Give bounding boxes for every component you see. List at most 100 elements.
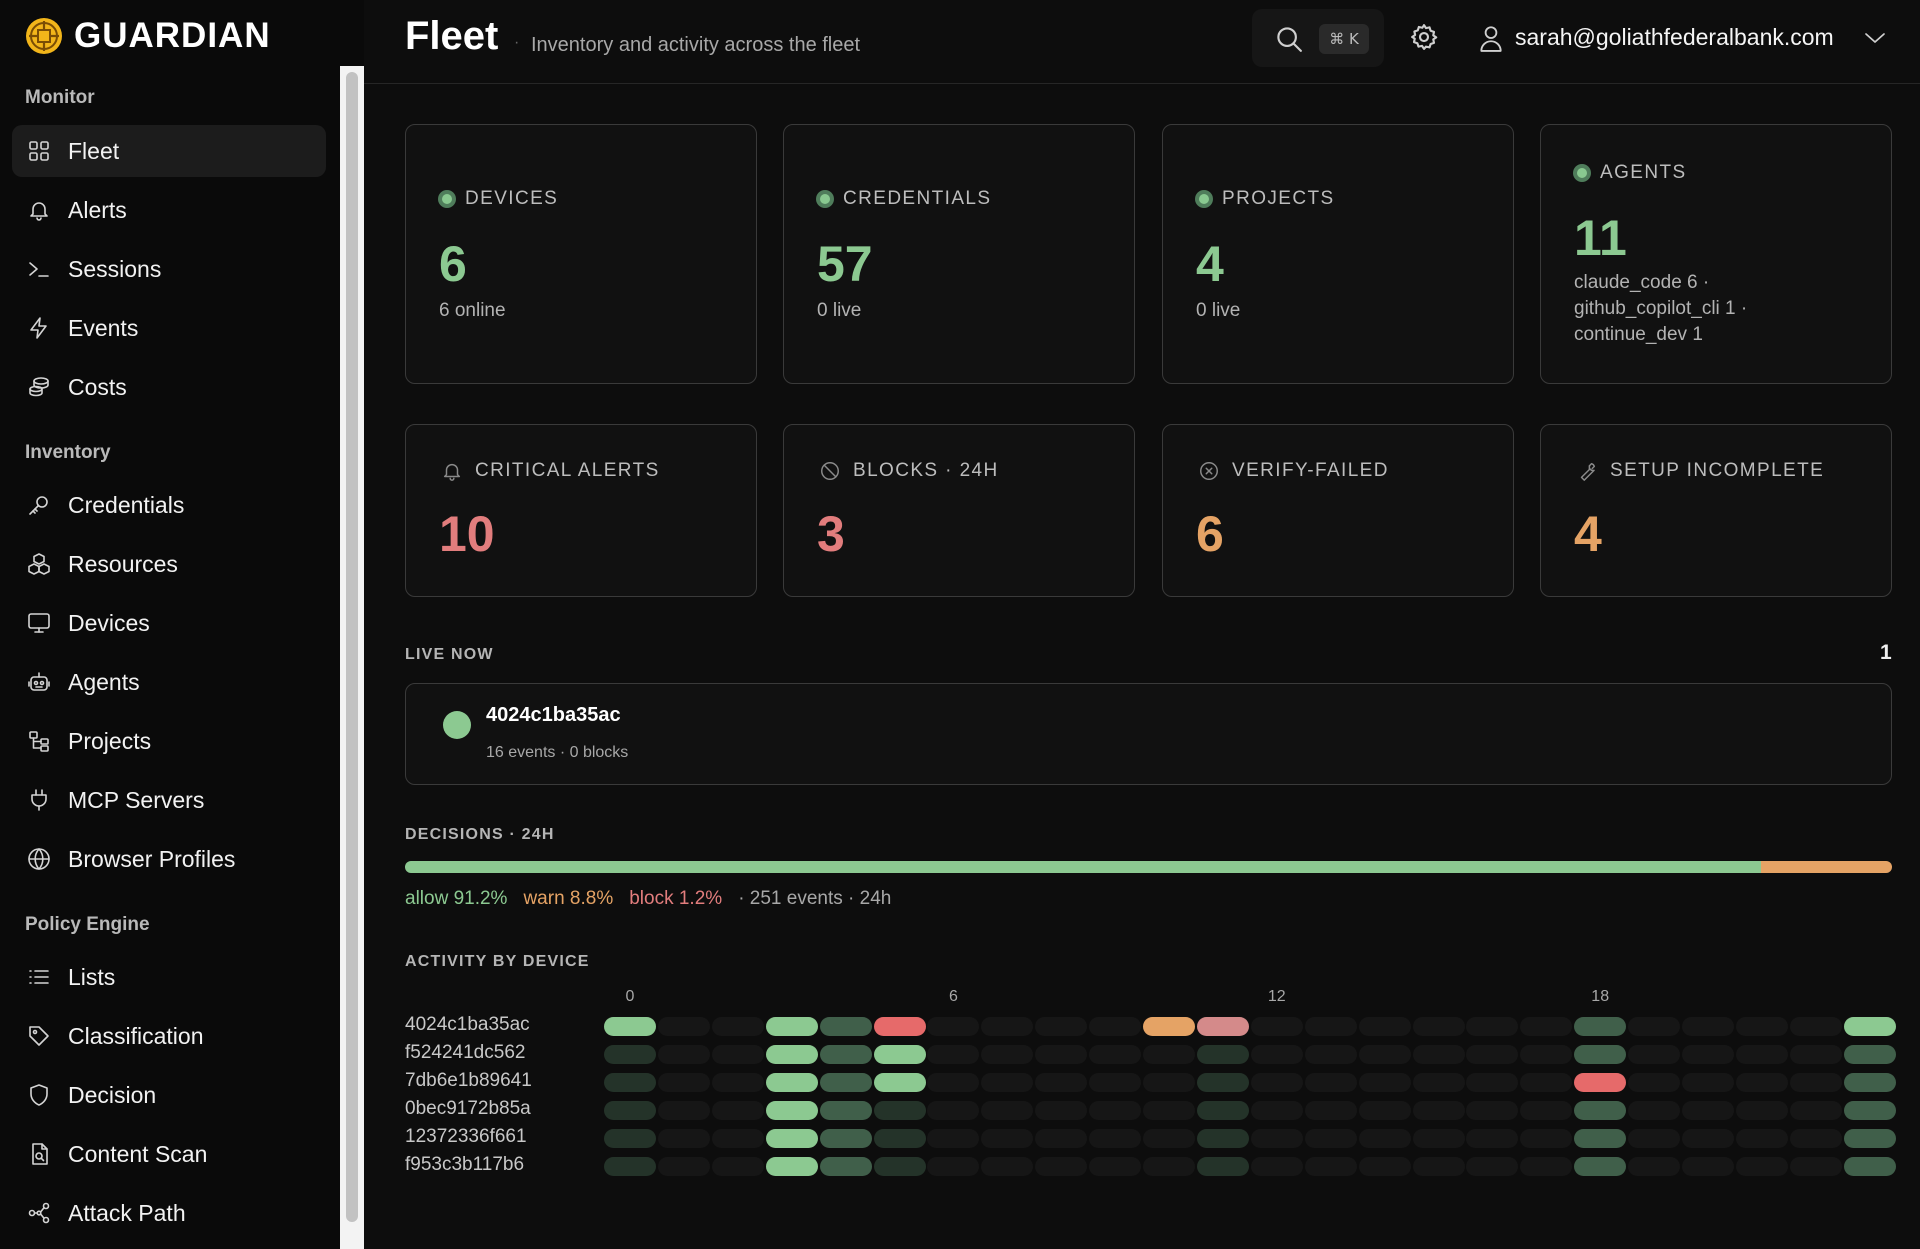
heatmap-cell[interactable] <box>981 1017 1034 1036</box>
heatmap-cell[interactable] <box>1628 1073 1681 1092</box>
heatmap-cell[interactable] <box>1735 1045 1788 1064</box>
heatmap-cell[interactable] <box>873 1045 926 1064</box>
heatmap-cell[interactable] <box>819 1101 872 1120</box>
heatmap-cell[interactable] <box>1682 1045 1734 1064</box>
device-label[interactable]: 12372336f661 <box>405 1126 527 1147</box>
stat-card-critical-alerts[interactable]: CRITICAL ALERTS 10 <box>405 424 757 597</box>
sidebar-item-resources[interactable]: Resources <box>12 538 326 590</box>
sidebar-item-devices[interactable]: Devices <box>12 597 326 649</box>
heatmap-cell[interactable] <box>1466 1073 1519 1092</box>
heatmap-cell[interactable] <box>819 1045 872 1064</box>
heatmap-cell[interactable] <box>1682 1101 1734 1120</box>
heatmap-cell[interactable] <box>873 1157 926 1176</box>
heatmap-cell[interactable] <box>1358 1101 1411 1120</box>
heatmap-cell[interactable] <box>765 1101 818 1120</box>
heatmap-cell[interactable] <box>1412 1129 1465 1148</box>
sidebar-item-sessions[interactable]: Sessions <box>12 243 326 295</box>
heatmap-cell[interactable] <box>1520 1073 1573 1092</box>
heatmap-cell[interactable] <box>1412 1157 1465 1176</box>
stat-card-verify-failed[interactable]: VERIFY-FAILED 6 <box>1162 424 1514 597</box>
heatmap-cell[interactable] <box>1735 1157 1788 1176</box>
heatmap-cell[interactable] <box>1304 1129 1357 1148</box>
heatmap-cell[interactable] <box>1250 1073 1303 1092</box>
heatmap-cell[interactable] <box>819 1073 872 1092</box>
heatmap-cell[interactable] <box>1843 1017 1896 1036</box>
heatmap-cell[interactable] <box>1250 1129 1303 1148</box>
sidebar-item-projects[interactable]: Projects <box>12 715 326 767</box>
heatmap-cell[interactable] <box>1628 1045 1681 1064</box>
heatmap-cell[interactable] <box>1196 1045 1249 1064</box>
heatmap-cell[interactable] <box>765 1073 818 1092</box>
heatmap-cell[interactable] <box>711 1045 764 1064</box>
heatmap-cell[interactable] <box>1843 1073 1896 1092</box>
heatmap-cell[interactable] <box>1466 1045 1519 1064</box>
heatmap-cell[interactable] <box>1789 1017 1842 1036</box>
heatmap-cell[interactable] <box>604 1017 656 1036</box>
heatmap-cell[interactable] <box>1789 1157 1842 1176</box>
search-button[interactable]: ⌘ K <box>1252 9 1384 67</box>
heatmap-cell[interactable] <box>1196 1129 1249 1148</box>
heatmap-cell[interactable] <box>1035 1017 1088 1036</box>
device-label[interactable]: f953c3b117b6 <box>405 1154 525 1175</box>
heatmap-cell[interactable] <box>873 1017 926 1036</box>
heatmap-cell[interactable] <box>1789 1101 1842 1120</box>
device-label[interactable]: 7db6e1b89641 <box>405 1070 532 1091</box>
heatmap-cell[interactable] <box>1143 1045 1195 1064</box>
heatmap-cell[interactable] <box>711 1017 764 1036</box>
heatmap-cell[interactable] <box>765 1045 818 1064</box>
sidebar-scrollbar[interactable] <box>340 66 364 1249</box>
heatmap-cell[interactable] <box>1735 1101 1788 1120</box>
heatmap-cell[interactable] <box>1358 1129 1411 1148</box>
heatmap-cell[interactable] <box>1089 1045 1142 1064</box>
heatmap-cell[interactable] <box>1035 1045 1088 1064</box>
heatmap-cell[interactable] <box>981 1157 1034 1176</box>
heatmap-cell[interactable] <box>1089 1017 1142 1036</box>
device-label[interactable]: f524241dc562 <box>405 1042 526 1063</box>
heatmap-cell[interactable] <box>1789 1129 1842 1148</box>
sidebar-item-attack-path[interactable]: Attack Path <box>12 1187 326 1239</box>
heatmap-cell[interactable] <box>1628 1101 1681 1120</box>
sidebar-item-alerts[interactable]: Alerts <box>12 184 326 236</box>
heatmap-cell[interactable] <box>1089 1073 1142 1092</box>
heatmap-cell[interactable] <box>1682 1157 1734 1176</box>
heatmap-cell[interactable] <box>927 1017 980 1036</box>
heatmap-cell[interactable] <box>1358 1073 1411 1092</box>
heatmap-cell[interactable] <box>1035 1157 1088 1176</box>
heatmap-cell[interactable] <box>1628 1157 1681 1176</box>
heatmap-cell[interactable] <box>1574 1129 1627 1148</box>
heatmap-cell[interactable] <box>604 1129 656 1148</box>
heatmap-cell[interactable] <box>1735 1129 1788 1148</box>
heatmap-cell[interactable] <box>711 1129 764 1148</box>
heatmap-cell[interactable] <box>1574 1073 1627 1092</box>
heatmap-cell[interactable] <box>1196 1157 1249 1176</box>
heatmap-cell[interactable] <box>1843 1129 1896 1148</box>
heatmap-cell[interactable] <box>1682 1073 1734 1092</box>
heatmap-cell[interactable] <box>765 1157 818 1176</box>
heatmap-cell[interactable] <box>1789 1045 1842 1064</box>
heatmap-cell[interactable] <box>927 1101 980 1120</box>
heatmap-cell[interactable] <box>1735 1073 1788 1092</box>
heatmap-cell[interactable] <box>1412 1101 1465 1120</box>
heatmap-cell[interactable] <box>1304 1157 1357 1176</box>
heatmap-cell[interactable] <box>1250 1157 1303 1176</box>
heatmap-cell[interactable] <box>1520 1129 1573 1148</box>
heatmap-cell[interactable] <box>873 1101 926 1120</box>
sidebar-item-browser-profiles[interactable]: Browser Profiles <box>12 833 326 885</box>
heatmap-cell[interactable] <box>604 1045 656 1064</box>
stat-card-setup-incomplete[interactable]: SETUP INCOMPLETE 4 <box>1540 424 1892 597</box>
heatmap-cell[interactable] <box>981 1101 1034 1120</box>
heatmap-cell[interactable] <box>711 1157 764 1176</box>
heatmap-cell[interactable] <box>1358 1045 1411 1064</box>
heatmap-cell[interactable] <box>1250 1101 1303 1120</box>
heatmap-cell[interactable] <box>1843 1157 1896 1176</box>
heatmap-cell[interactable] <box>1574 1101 1627 1120</box>
heatmap-cell[interactable] <box>1466 1017 1519 1036</box>
heatmap-cell[interactable] <box>657 1017 710 1036</box>
heatmap-cell[interactable] <box>981 1129 1034 1148</box>
heatmap-cell[interactable] <box>1520 1045 1573 1064</box>
heatmap-cell[interactable] <box>1143 1073 1195 1092</box>
sidebar-item-classification[interactable]: Classification <box>12 1010 326 1062</box>
sidebar-item-credentials[interactable]: Credentials <box>12 479 326 531</box>
heatmap-cell[interactable] <box>1089 1101 1142 1120</box>
sidebar-item-lists[interactable]: Lists <box>12 951 326 1003</box>
